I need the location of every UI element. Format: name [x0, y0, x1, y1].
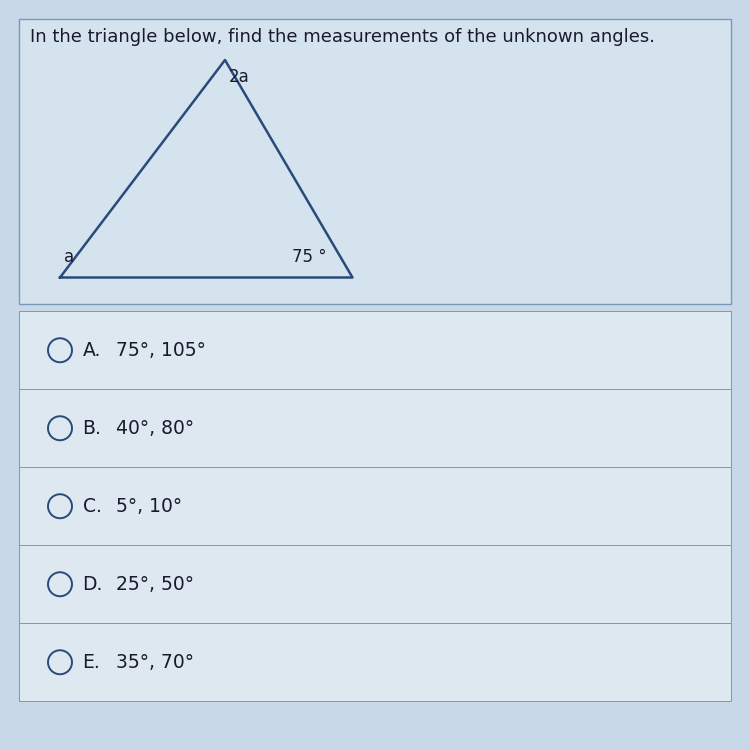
FancyBboxPatch shape [19, 19, 731, 304]
Text: a: a [64, 248, 74, 266]
Text: B.: B. [82, 419, 101, 438]
Text: D.: D. [82, 574, 103, 594]
FancyBboxPatch shape [19, 467, 731, 545]
Text: C.: C. [82, 496, 101, 516]
Text: In the triangle below, find the measurements of the unknown angles.: In the triangle below, find the measurem… [30, 28, 655, 46]
Text: 35°, 70°: 35°, 70° [116, 652, 194, 672]
Text: A.: A. [82, 340, 100, 360]
Text: 40°, 80°: 40°, 80° [116, 419, 194, 438]
Text: 5°, 10°: 5°, 10° [116, 496, 182, 516]
Text: E.: E. [82, 652, 100, 672]
Text: 25°, 50°: 25°, 50° [116, 574, 194, 594]
Text: 75 °: 75 ° [292, 248, 326, 266]
FancyBboxPatch shape [19, 311, 731, 389]
FancyBboxPatch shape [19, 389, 731, 467]
FancyBboxPatch shape [19, 623, 731, 701]
FancyBboxPatch shape [19, 545, 731, 623]
Text: 2a: 2a [229, 68, 250, 86]
Text: 75°, 105°: 75°, 105° [116, 340, 206, 360]
